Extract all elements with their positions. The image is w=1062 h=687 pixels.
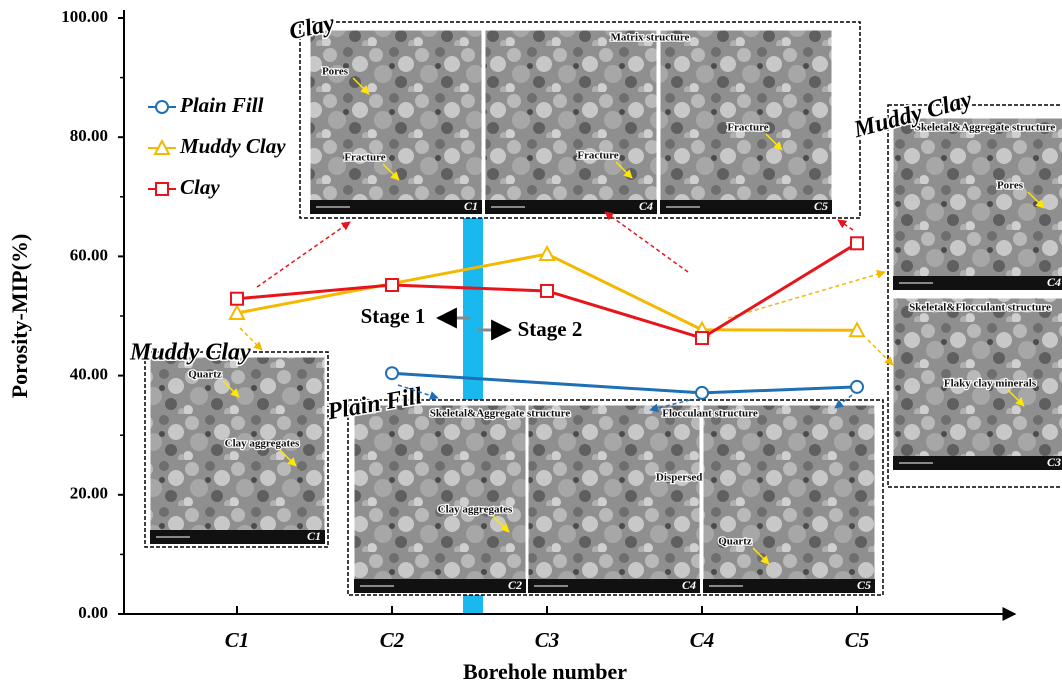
stage-label: Stage 1 <box>361 304 426 328</box>
sem-image <box>528 405 700 593</box>
panel-label: C4 <box>639 199 653 213</box>
note: Fracture <box>344 152 385 164</box>
note: Fracture <box>577 150 618 162</box>
y-axis-title: Porosity-MIP(%) <box>7 234 32 399</box>
point <box>386 367 398 379</box>
y-tick-label: 100.00 <box>61 7 108 26</box>
note: Clay aggregates <box>225 438 300 450</box>
insets-layer: C1 Pores Fracture C4 Fracture C5 Fracture Matri… <box>129 10 1062 595</box>
x-tick-label: C1 <box>225 628 250 652</box>
inset: C1 Quartz Clay aggregates Muddy Clay <box>129 340 328 548</box>
point <box>156 101 168 113</box>
inset-header: Matrix structure <box>611 32 690 44</box>
x-tick-label: C3 <box>535 628 560 652</box>
note: Flaky clay minerals <box>944 378 1037 390</box>
inset-header: Skeletal&Aggregate structure <box>430 408 571 420</box>
panel-label: C2 <box>508 578 522 592</box>
point <box>541 285 553 297</box>
sem-image <box>310 30 482 214</box>
y-tick-label: 0.00 <box>78 603 108 622</box>
sem-image <box>150 357 325 544</box>
y-tick-label: 60.00 <box>70 245 108 264</box>
note: Pores <box>997 180 1024 192</box>
note: Fracture <box>727 122 768 134</box>
inset-header: Flocculant structure <box>662 408 758 420</box>
chart: 0.00 20.00 40.00 60.00 80.00 100.00 C1 C2 C3 C4 C5… <box>0 0 1062 687</box>
inset-title: Muddy Clay <box>129 340 251 366</box>
point <box>696 332 708 344</box>
x-tick-label: C4 <box>690 628 715 652</box>
inset: C1 Pores Fracture C4 Fracture C5 Fracture Matri… <box>287 10 860 218</box>
point <box>851 381 863 393</box>
series-line <box>392 373 857 393</box>
panel-label: C4 <box>682 578 696 592</box>
note: Quartz <box>718 536 752 548</box>
sem-image <box>703 405 875 593</box>
point <box>696 387 708 399</box>
panel-label: C4 <box>1047 275 1061 289</box>
inset-header: Skeletal&Flocculant structure <box>909 302 1051 314</box>
stage-label: Stage 2 <box>518 317 583 341</box>
note: Clay aggregates <box>438 504 513 516</box>
y-tick-label: 40.00 <box>70 365 108 384</box>
panel-label: C3 <box>1047 455 1061 469</box>
point <box>156 183 168 195</box>
connector-arrows <box>240 212 893 410</box>
inset-header: Skeletal&Aggregate structure <box>915 122 1056 134</box>
point <box>231 293 243 305</box>
point <box>386 279 398 291</box>
sem-image <box>354 405 526 593</box>
note: Pores <box>322 66 349 78</box>
panel-label: C1 <box>464 199 478 213</box>
panel-label: C5 <box>814 199 828 213</box>
y-tick-label: 80.00 <box>70 126 108 145</box>
y-tick-label: 20.00 <box>70 484 108 503</box>
panel-label: C5 <box>857 578 871 592</box>
sem-image <box>893 118 1062 290</box>
x-axis-title: Borehole number <box>463 659 627 684</box>
legend-label: Muddy Clay <box>179 134 286 158</box>
point <box>851 237 863 249</box>
x-tick-label: C5 <box>845 628 870 652</box>
legend-label: Clay <box>180 175 220 199</box>
x-tick-label: C2 <box>380 628 405 652</box>
legend-label: Plain Fill <box>179 93 264 117</box>
sem-image <box>485 30 657 214</box>
note: Quartz <box>188 369 222 381</box>
panel-label: C1 <box>307 529 321 543</box>
